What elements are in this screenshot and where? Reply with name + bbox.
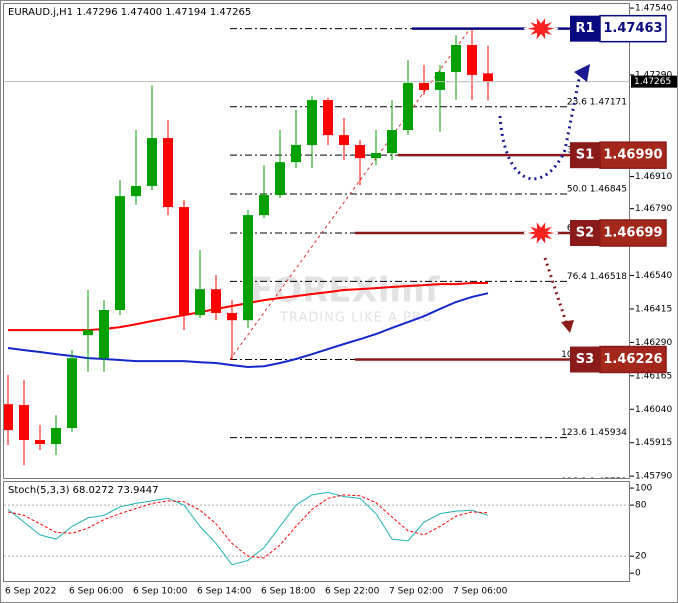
stoch-line [7, 491, 489, 566]
stoch-tick-label: 0 [635, 569, 641, 579]
y-tick-label: 1.45915 [635, 438, 672, 448]
tag-name: S2 [576, 226, 594, 241]
fib-label: 50.0 1.46845 [567, 184, 627, 194]
x-tick-label: 6 Sep 18:00 [261, 587, 316, 597]
stoch-line [7, 494, 489, 559]
tag-name-box [570, 15, 600, 42]
tag-name-box [570, 220, 600, 247]
watermark-sub: TRADING LIKE A PRO [279, 311, 433, 326]
tag-value: 1.46226 [603, 352, 662, 367]
stoch-tick-label: 20 [635, 552, 647, 562]
level-tag: S1 1.46990 [570, 141, 667, 169]
candle-body [387, 130, 397, 154]
candle-body [243, 215, 253, 321]
candle-body [451, 44, 461, 73]
tag-name-box [570, 142, 600, 169]
chart-title: EURAUD.j,H1 1.47296 1.47400 1.47194 1.47… [8, 7, 251, 18]
candle-body [339, 135, 349, 146]
y-tick-label: 1.46790 [635, 204, 672, 214]
candle-body [371, 153, 381, 159]
current-price-label: 1.47265 [634, 77, 671, 87]
candle-body [67, 358, 77, 428]
y-tick-label: 1.45790 [635, 472, 672, 482]
x-tick-label: 6 Sep 10:00 [133, 587, 188, 597]
tag-value-box [599, 345, 667, 374]
candle-body [195, 289, 205, 316]
tag-value: 1.46990 [603, 148, 662, 163]
y-tick-label: 1.46540 [635, 271, 672, 281]
candle-body [83, 330, 93, 336]
level-tag: S2 1.46699 [570, 219, 667, 247]
y-tick-label: 1.47540 [635, 4, 672, 14]
candle-body [179, 207, 189, 316]
tag-name: R1 [575, 21, 594, 36]
stoch-tick-label: 80 [635, 501, 647, 511]
y-tick-label: 1.46290 [635, 338, 672, 348]
tag-value: 1.46699 [603, 226, 662, 241]
arrowhead [574, 64, 590, 82]
tag-value-box [599, 141, 667, 169]
starburst [523, 13, 559, 44]
tag-name: S3 [576, 352, 594, 367]
tag-name: S1 [576, 148, 594, 163]
fib-label: 123.6 1.45934 [561, 428, 627, 438]
x-tick-label: 7 Sep 06:00 [453, 587, 508, 597]
arrow-up [498, 73, 582, 181]
candle-body [259, 195, 269, 216]
candle-body [51, 427, 61, 445]
fib-label: 138.2 1.45752 [561, 477, 627, 487]
level-tag: R1 1.47463 [570, 14, 667, 43]
candle-body [467, 44, 477, 75]
candle-body [19, 404, 29, 441]
candle-body [147, 138, 157, 186]
candle-body [4, 404, 13, 431]
x-tick-label: 6 Sep 2022 [5, 587, 56, 597]
tag-name-box [570, 346, 600, 373]
candle-body [307, 100, 317, 146]
candle-body [419, 82, 429, 90]
fib-label: 76.4 1.46518 [567, 272, 627, 282]
candle-body [355, 145, 365, 159]
y-tick-label: 1.46040 [635, 405, 672, 415]
y-tick-label: 1.47290 [635, 70, 672, 80]
candle-body [35, 440, 45, 445]
candle-body [211, 289, 221, 313]
tag-value-box [599, 14, 667, 43]
stoch-title: Stoch(5,3,3) 68.0272 73.9447 [8, 485, 159, 496]
x-tick-label: 6 Sep 22:00 [325, 587, 380, 597]
current-price-box [631, 75, 677, 88]
y-tick-label: 1.46415 [635, 304, 672, 314]
candle-body [275, 162, 285, 196]
candle-body [435, 72, 445, 90]
arrowhead [561, 320, 574, 333]
stoch-tick-label: 100 [635, 484, 652, 494]
candle-body [163, 138, 173, 208]
tag-value: 1.47463 [603, 21, 662, 36]
candle-body [115, 196, 125, 311]
candle-body [323, 100, 333, 136]
fib-trendline [229, 28, 471, 360]
candle-body [291, 145, 301, 163]
tag-value-box [599, 219, 667, 247]
starburst [523, 217, 559, 249]
x-tick-label: 7 Sep 02:00 [389, 587, 444, 597]
candle-body [403, 82, 413, 131]
x-tick-label: 6 Sep 06:00 [69, 587, 124, 597]
stoch-panel [3, 481, 630, 582]
y-tick-label: 1.46910 [635, 172, 672, 182]
candle-body [131, 185, 141, 197]
candle-body [483, 73, 493, 82]
level-tag: S3 1.46226 [570, 345, 667, 374]
fib-label: 23.6 1.47171 [567, 97, 627, 107]
candle-body [99, 310, 109, 359]
x-tick-label: 6 Sep 14:00 [197, 587, 252, 597]
candle-body [227, 312, 237, 321]
y-tick-label: 1.46165 [635, 371, 672, 381]
